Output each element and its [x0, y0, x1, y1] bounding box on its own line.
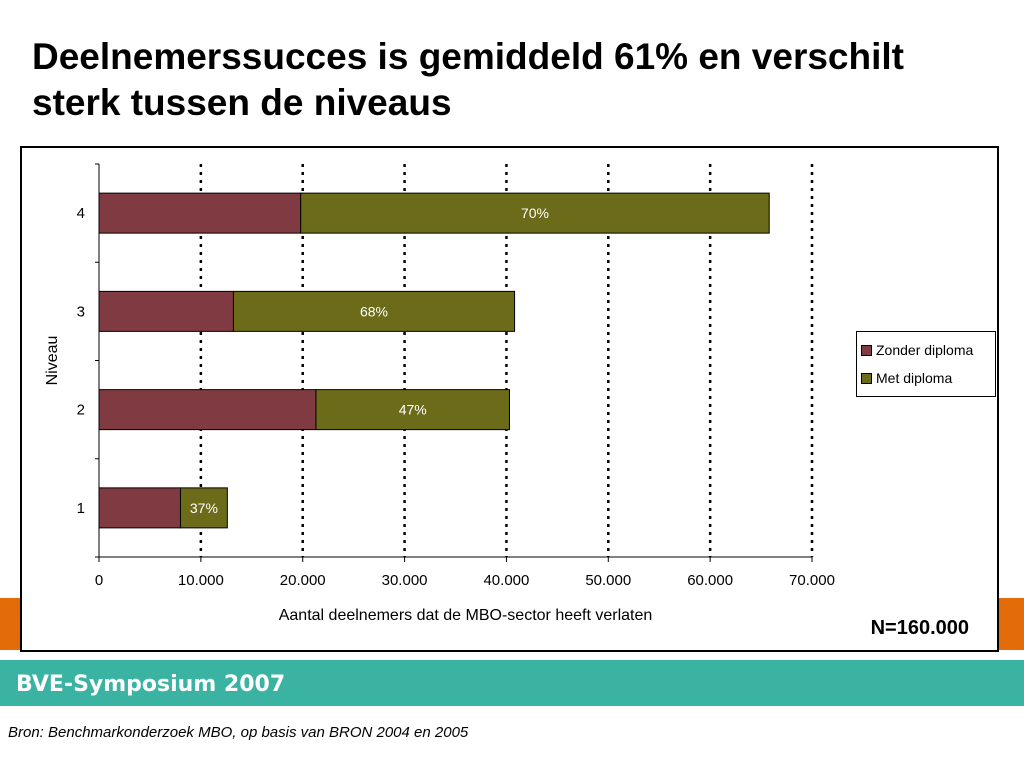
- x-axis-title: Aantal deelnemers dat de MBO-sector heef…: [279, 607, 653, 624]
- x-tick-label-3: 30.000: [382, 572, 428, 589]
- x-tick-label-4: 40.000: [483, 572, 529, 589]
- x-tick-label-0: 0: [95, 572, 103, 589]
- sample-size-label: N=160.000: [870, 617, 969, 639]
- bar-niveau-4-zonder-diploma: [98, 192, 302, 234]
- chart-legend: Zonder diploma Met diploma: [856, 331, 996, 397]
- source-note: Bron: Benchmarkonderzoek MBO, op basis v…: [8, 724, 469, 741]
- bar-niveau-4-met-diploma: [300, 192, 770, 234]
- data-label-niveau-4: 70%: [521, 205, 549, 221]
- legend-item-zonder-diploma: Zonder diploma: [861, 336, 995, 364]
- legend-label-met-diploma: Met diploma: [876, 370, 953, 386]
- bar-chart: 0 10.000 20.000 30.000 40.000 50.000 60.000 70.…: [44, 163, 835, 624]
- legend-item-met-diploma: Met diploma: [861, 364, 995, 392]
- data-label-niveau-3: 68%: [360, 303, 388, 319]
- y-tick-label-2: 2: [77, 402, 85, 419]
- band-divider: [0, 650, 1024, 660]
- bar-niveau-2-met-diploma: [315, 389, 510, 431]
- data-label-niveau-2: 47%: [399, 402, 427, 418]
- x-tick-label-6: 60.000: [687, 572, 733, 589]
- y-tick-label-1: 1: [77, 500, 85, 517]
- y-axis-title: Niveau: [44, 336, 61, 386]
- legend-swatch-met-diploma: [861, 372, 872, 384]
- y-tick-label-4: 4: [77, 205, 85, 222]
- x-tick-label-7: 70.000: [789, 572, 835, 589]
- bar-niveau-3-zonder-diploma: [98, 290, 234, 332]
- x-tick-label-2: 20.000: [280, 572, 326, 589]
- footer-logo: BVE-Symposium 2007: [16, 672, 286, 697]
- legend-swatch-zonder-diploma: [861, 344, 872, 356]
- bar-niveau-3-met-diploma: [232, 290, 516, 332]
- x-tick-label-5: 50.000: [585, 572, 631, 589]
- x-tick-label-1: 10.000: [178, 572, 224, 589]
- slide-title: Deelnemerssucces is gemiddeld 61% en ver…: [32, 36, 904, 123]
- bar-niveau-1-met-diploma: [179, 487, 228, 529]
- chart-panel: 0 10.000 20.000 30.000 40.000 50.000 60.000 70.…: [20, 146, 999, 652]
- data-label-niveau-1: 37%: [190, 500, 218, 516]
- teal-band: [0, 660, 1024, 706]
- y-tick-label-3: 3: [77, 303, 85, 320]
- bar-niveau-2-zonder-diploma: [98, 389, 317, 431]
- legend-label-zonder-diploma: Zonder diploma: [876, 342, 974, 358]
- bar-niveau-1-zonder-diploma: [98, 487, 181, 529]
